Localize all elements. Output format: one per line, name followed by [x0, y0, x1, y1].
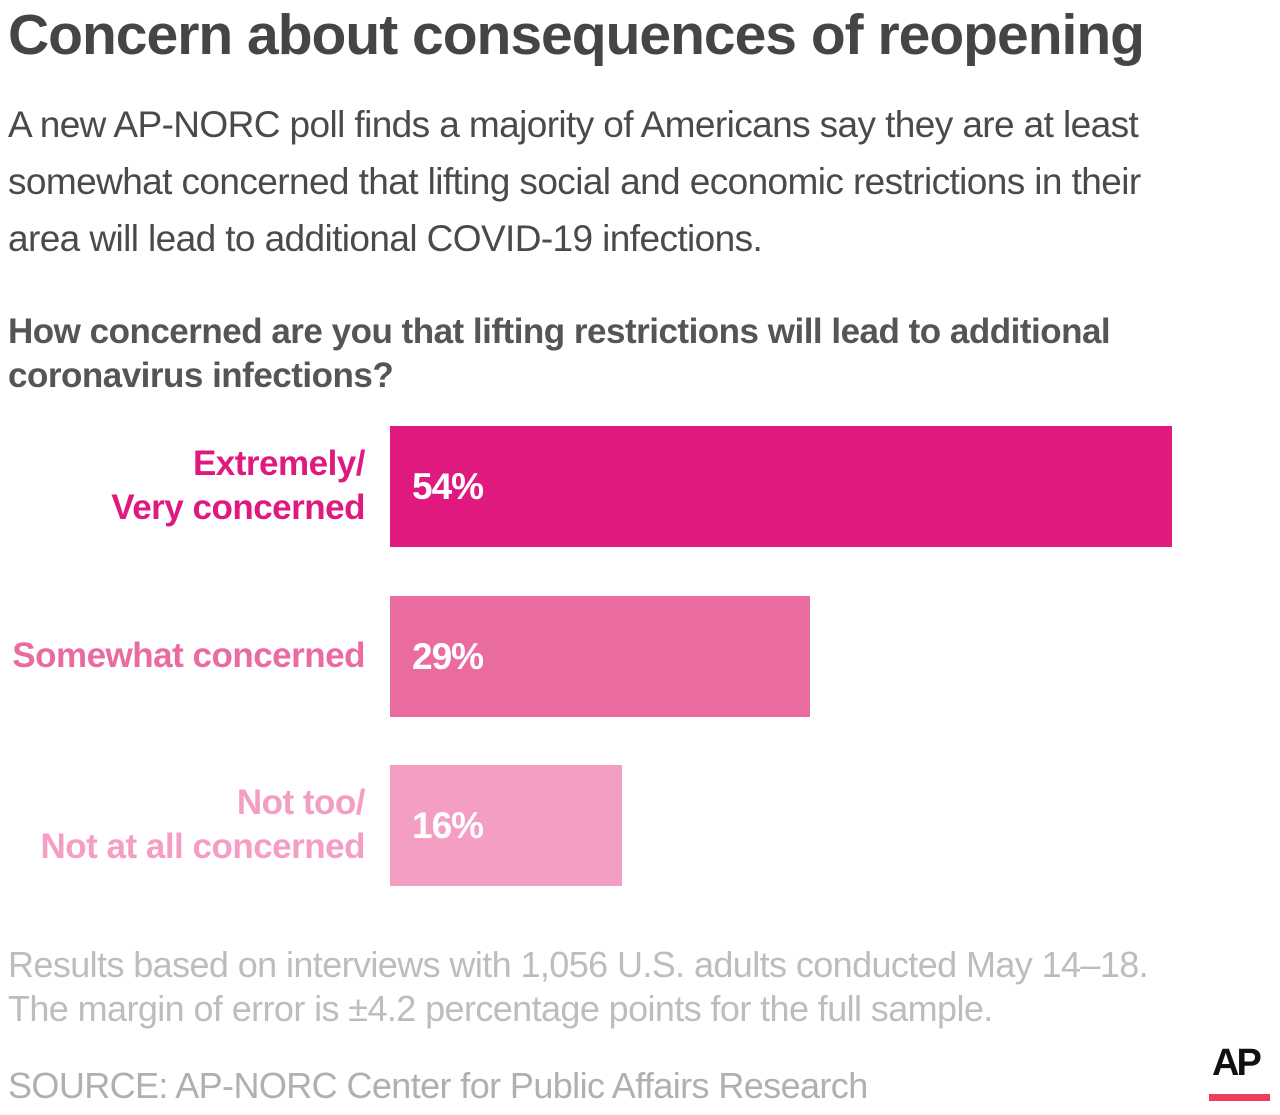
- note-line-1: Results based on interviews with 1,056 U…: [8, 944, 1149, 985]
- bar-1: 54%: [390, 426, 1172, 547]
- subtitle-line-2: somewhat concerned that lifting social a…: [8, 161, 1141, 202]
- category-label: Not too/Not at all concerned: [40, 781, 365, 869]
- ap-logo-underline: [1209, 1094, 1270, 1101]
- category-label: Extremely/Very concerned: [111, 442, 365, 530]
- category-label: Somewhat concerned: [12, 634, 365, 678]
- category-label-line: Very concerned: [111, 488, 365, 527]
- category-label-line: Somewhat concerned: [12, 636, 365, 675]
- bar-value-label: 54%: [412, 466, 484, 507]
- bar-3: 16%: [390, 765, 622, 886]
- category-label-line: Not too/: [236, 783, 366, 822]
- category-label-line: Extremely/: [192, 444, 366, 483]
- category-label-line: Not at all concerned: [40, 827, 365, 866]
- bar-value-label: 16%: [412, 805, 484, 846]
- bar-value-label: 29%: [412, 636, 484, 677]
- bar-2: 29%: [390, 596, 810, 717]
- chart-title: Concern about consequences of reopening: [8, 3, 1145, 67]
- question-line-1: How concerned are you that lifting restr…: [8, 312, 1111, 351]
- ap-logo: AP: [1212, 1042, 1262, 1084]
- source: SOURCE: AP-NORC Center for Public Affair…: [8, 1065, 868, 1106]
- question-line-2: coronavirus infections?: [8, 356, 394, 395]
- subtitle-line-1: A new AP-NORC poll finds a majority of A…: [8, 104, 1139, 145]
- note-line-2: The margin of error is ±4.2 percentage p…: [8, 988, 993, 1029]
- subtitle-line-3: area will lead to additional COVID-19 in…: [8, 218, 763, 259]
